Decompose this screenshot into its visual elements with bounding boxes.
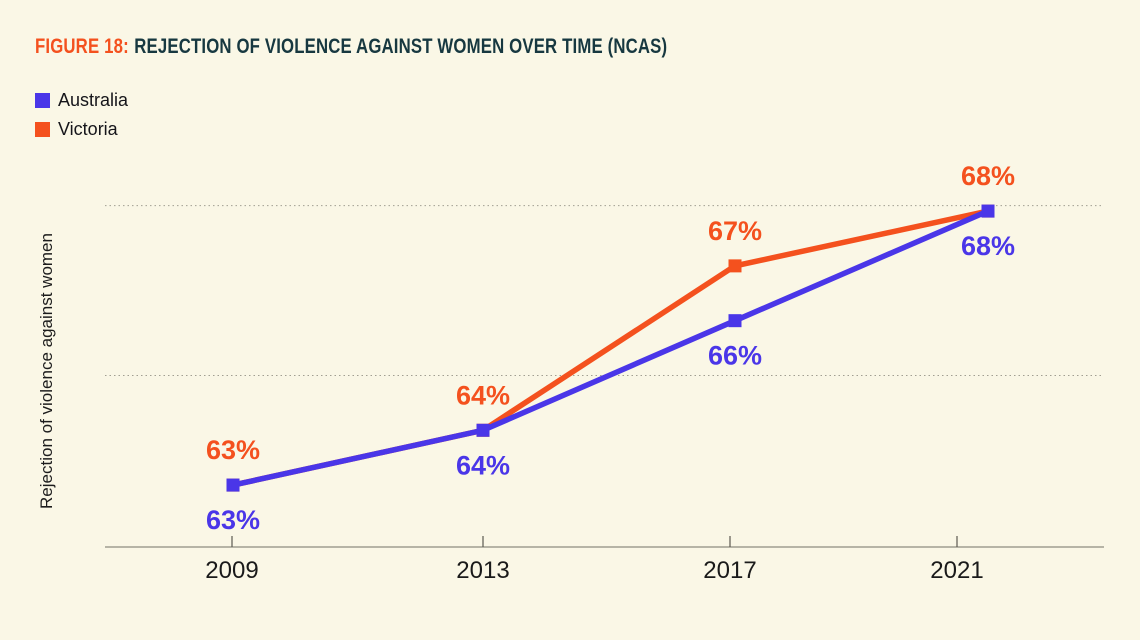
series-line-australia	[232, 208, 990, 488]
value-label-victoria: 64%	[456, 380, 510, 410]
legend-swatch-victoria	[35, 122, 50, 137]
y-axis-label: Rejection of violence against women	[37, 233, 56, 509]
legend-label-australia: Australia	[58, 90, 129, 110]
legend-label-victoria: Victoria	[58, 119, 118, 139]
legend-item-victoria: Victoria	[35, 119, 128, 140]
data-point-australia	[981, 204, 995, 218]
legend-swatch-australia	[35, 93, 50, 108]
value-label-australia: 63%	[206, 505, 260, 535]
x-axis-tick-label: 2009	[205, 557, 258, 584]
chart-legend: Australia Victoria	[35, 90, 128, 140]
x-axis-tick-label: 2021	[930, 557, 983, 584]
data-point-australia	[728, 314, 742, 328]
value-label-australia: 66%	[708, 341, 762, 371]
legend-item-australia: Australia	[35, 90, 128, 111]
data-point-australia	[476, 423, 490, 437]
value-label-australia: 68%	[961, 231, 1015, 261]
series-line-victoria	[232, 208, 989, 488]
value-label-victoria: 68%	[961, 161, 1015, 191]
figure-title-text: REJECTION OF VIOLENCE AGAINST WOMEN OVER…	[134, 34, 668, 58]
figure-number: FIGURE 18:	[35, 34, 129, 58]
value-label-australia: 64%	[456, 450, 510, 480]
x-axis-tick-label: 2017	[703, 557, 756, 584]
figure-title: FIGURE 18: REJECTION OF VIOLENCE AGAINST …	[35, 34, 668, 58]
value-label-victoria: 67%	[708, 216, 762, 246]
data-point-australia	[226, 478, 240, 492]
data-point-victoria	[728, 259, 742, 273]
value-label-victoria: 63%	[206, 435, 260, 465]
x-axis-tick-label: 2013	[456, 557, 509, 584]
